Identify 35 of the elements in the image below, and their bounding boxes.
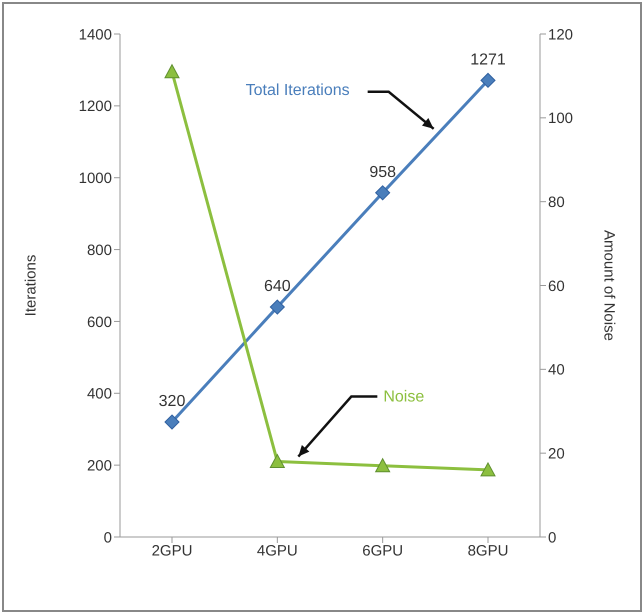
y2-tick-label: 60 <box>548 278 565 295</box>
y2-axis-title: Amount of Noise <box>600 230 618 341</box>
data-label: 640 <box>264 278 291 296</box>
y2-tick-label: 40 <box>548 362 565 379</box>
y-axis-title: Iterations <box>22 254 40 316</box>
x-tick-label: 6GPU <box>362 542 404 560</box>
y-tick-label: 800 <box>86 242 112 259</box>
y-tick-label: 400 <box>86 386 112 403</box>
point <box>164 64 180 78</box>
x-tick-label: 2GPU <box>152 542 192 560</box>
y2-tick-label: 120 <box>548 26 574 44</box>
y-tick-label: 200 <box>86 457 112 474</box>
point <box>375 185 390 200</box>
y-tick-label: 600 <box>86 314 112 331</box>
point <box>270 454 285 468</box>
y2-tick-label: 80 <box>548 194 565 211</box>
y-tick-label: 0 <box>104 529 112 546</box>
y2-tick-label: 100 <box>548 110 574 128</box>
x-tick-label: 8GPU <box>468 542 508 560</box>
point <box>270 300 285 315</box>
text: Total Iterations <box>246 82 350 99</box>
data-label: 320 <box>158 393 186 410</box>
x-tick-label: 4GPU <box>256 542 298 560</box>
point <box>480 462 496 476</box>
y2-tick-label: 20 <box>548 445 565 462</box>
point <box>375 458 390 472</box>
y-tick-label: 1400 <box>78 26 112 44</box>
point <box>164 414 180 430</box>
y-tick-label: 1200 <box>78 98 112 116</box>
point <box>480 72 496 88</box>
y-tick-label: 1000 <box>78 170 112 188</box>
y2-tick-label: 0 <box>548 529 556 546</box>
data-label: 1271 <box>470 51 506 68</box>
text: Noise <box>383 388 424 406</box>
data-label: 958 <box>369 164 396 181</box>
